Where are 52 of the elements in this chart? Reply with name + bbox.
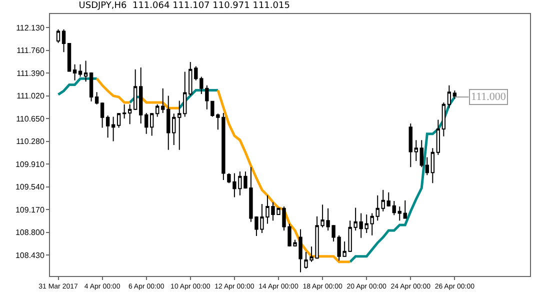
candlestick	[178, 100, 182, 150]
candlestick	[128, 104, 132, 125]
y-tick-label: 109.910	[15, 160, 45, 169]
candlestick	[111, 116, 116, 142]
candlestick	[106, 114, 110, 138]
candlestick	[452, 90, 457, 100]
candlestick	[436, 119, 440, 156]
candlestick	[447, 84, 452, 109]
y-tick-label: 111.390	[16, 68, 45, 78]
chart-title: USDJPY,H6 111.064 111.107 110.971 111.015	[78, 0, 290, 11]
candlestick	[381, 189, 385, 212]
candlestick	[84, 60, 88, 82]
candlestick	[392, 200, 396, 216]
candlestick	[376, 194, 380, 222]
candlestick	[156, 104, 160, 118]
candlestick	[414, 140, 418, 162]
candlestick	[430, 148, 435, 184]
candlestick	[183, 71, 187, 118]
candlestick	[403, 200, 407, 220]
y-tick-label: 108.430	[15, 250, 45, 260]
candlestick	[78, 64, 82, 78]
candlestick	[166, 95, 170, 150]
candlestick	[161, 88, 165, 114]
candlestick	[72, 64, 77, 81]
y-tick-label: 109.170	[15, 205, 45, 214]
candlestick	[420, 140, 424, 168]
y-tick-label: 108.800	[15, 228, 45, 238]
candlestick	[56, 28, 60, 44]
candlestick	[89, 72, 94, 102]
y-tick-label: 112.130	[16, 23, 45, 32]
candlestick	[100, 102, 104, 128]
candlestick	[398, 206, 402, 222]
candlestick	[116, 112, 121, 128]
candlestick	[122, 104, 126, 120]
candlestick	[442, 102, 446, 137]
y-tick-label: 110.280	[16, 137, 45, 146]
y-tick-label: 110.650	[16, 114, 45, 124]
y-tick-label: 111.760	[16, 46, 45, 56]
candlestick	[386, 192, 390, 207]
candlestick	[139, 67, 143, 124]
candlestick	[67, 43, 72, 72]
annotation: 111.000	[471, 91, 506, 103]
candlestick	[150, 112, 154, 136]
y-tick-label: 109.540	[15, 182, 45, 192]
candlestick	[144, 112, 148, 134]
candlestick	[408, 122, 412, 168]
candlestick	[62, 28, 66, 53]
candlestick	[133, 68, 138, 110]
candlestick	[425, 156, 429, 176]
candlestick	[172, 113, 176, 146]
y-tick-label: 111.020	[16, 92, 45, 101]
candlestick	[94, 92, 99, 105]
